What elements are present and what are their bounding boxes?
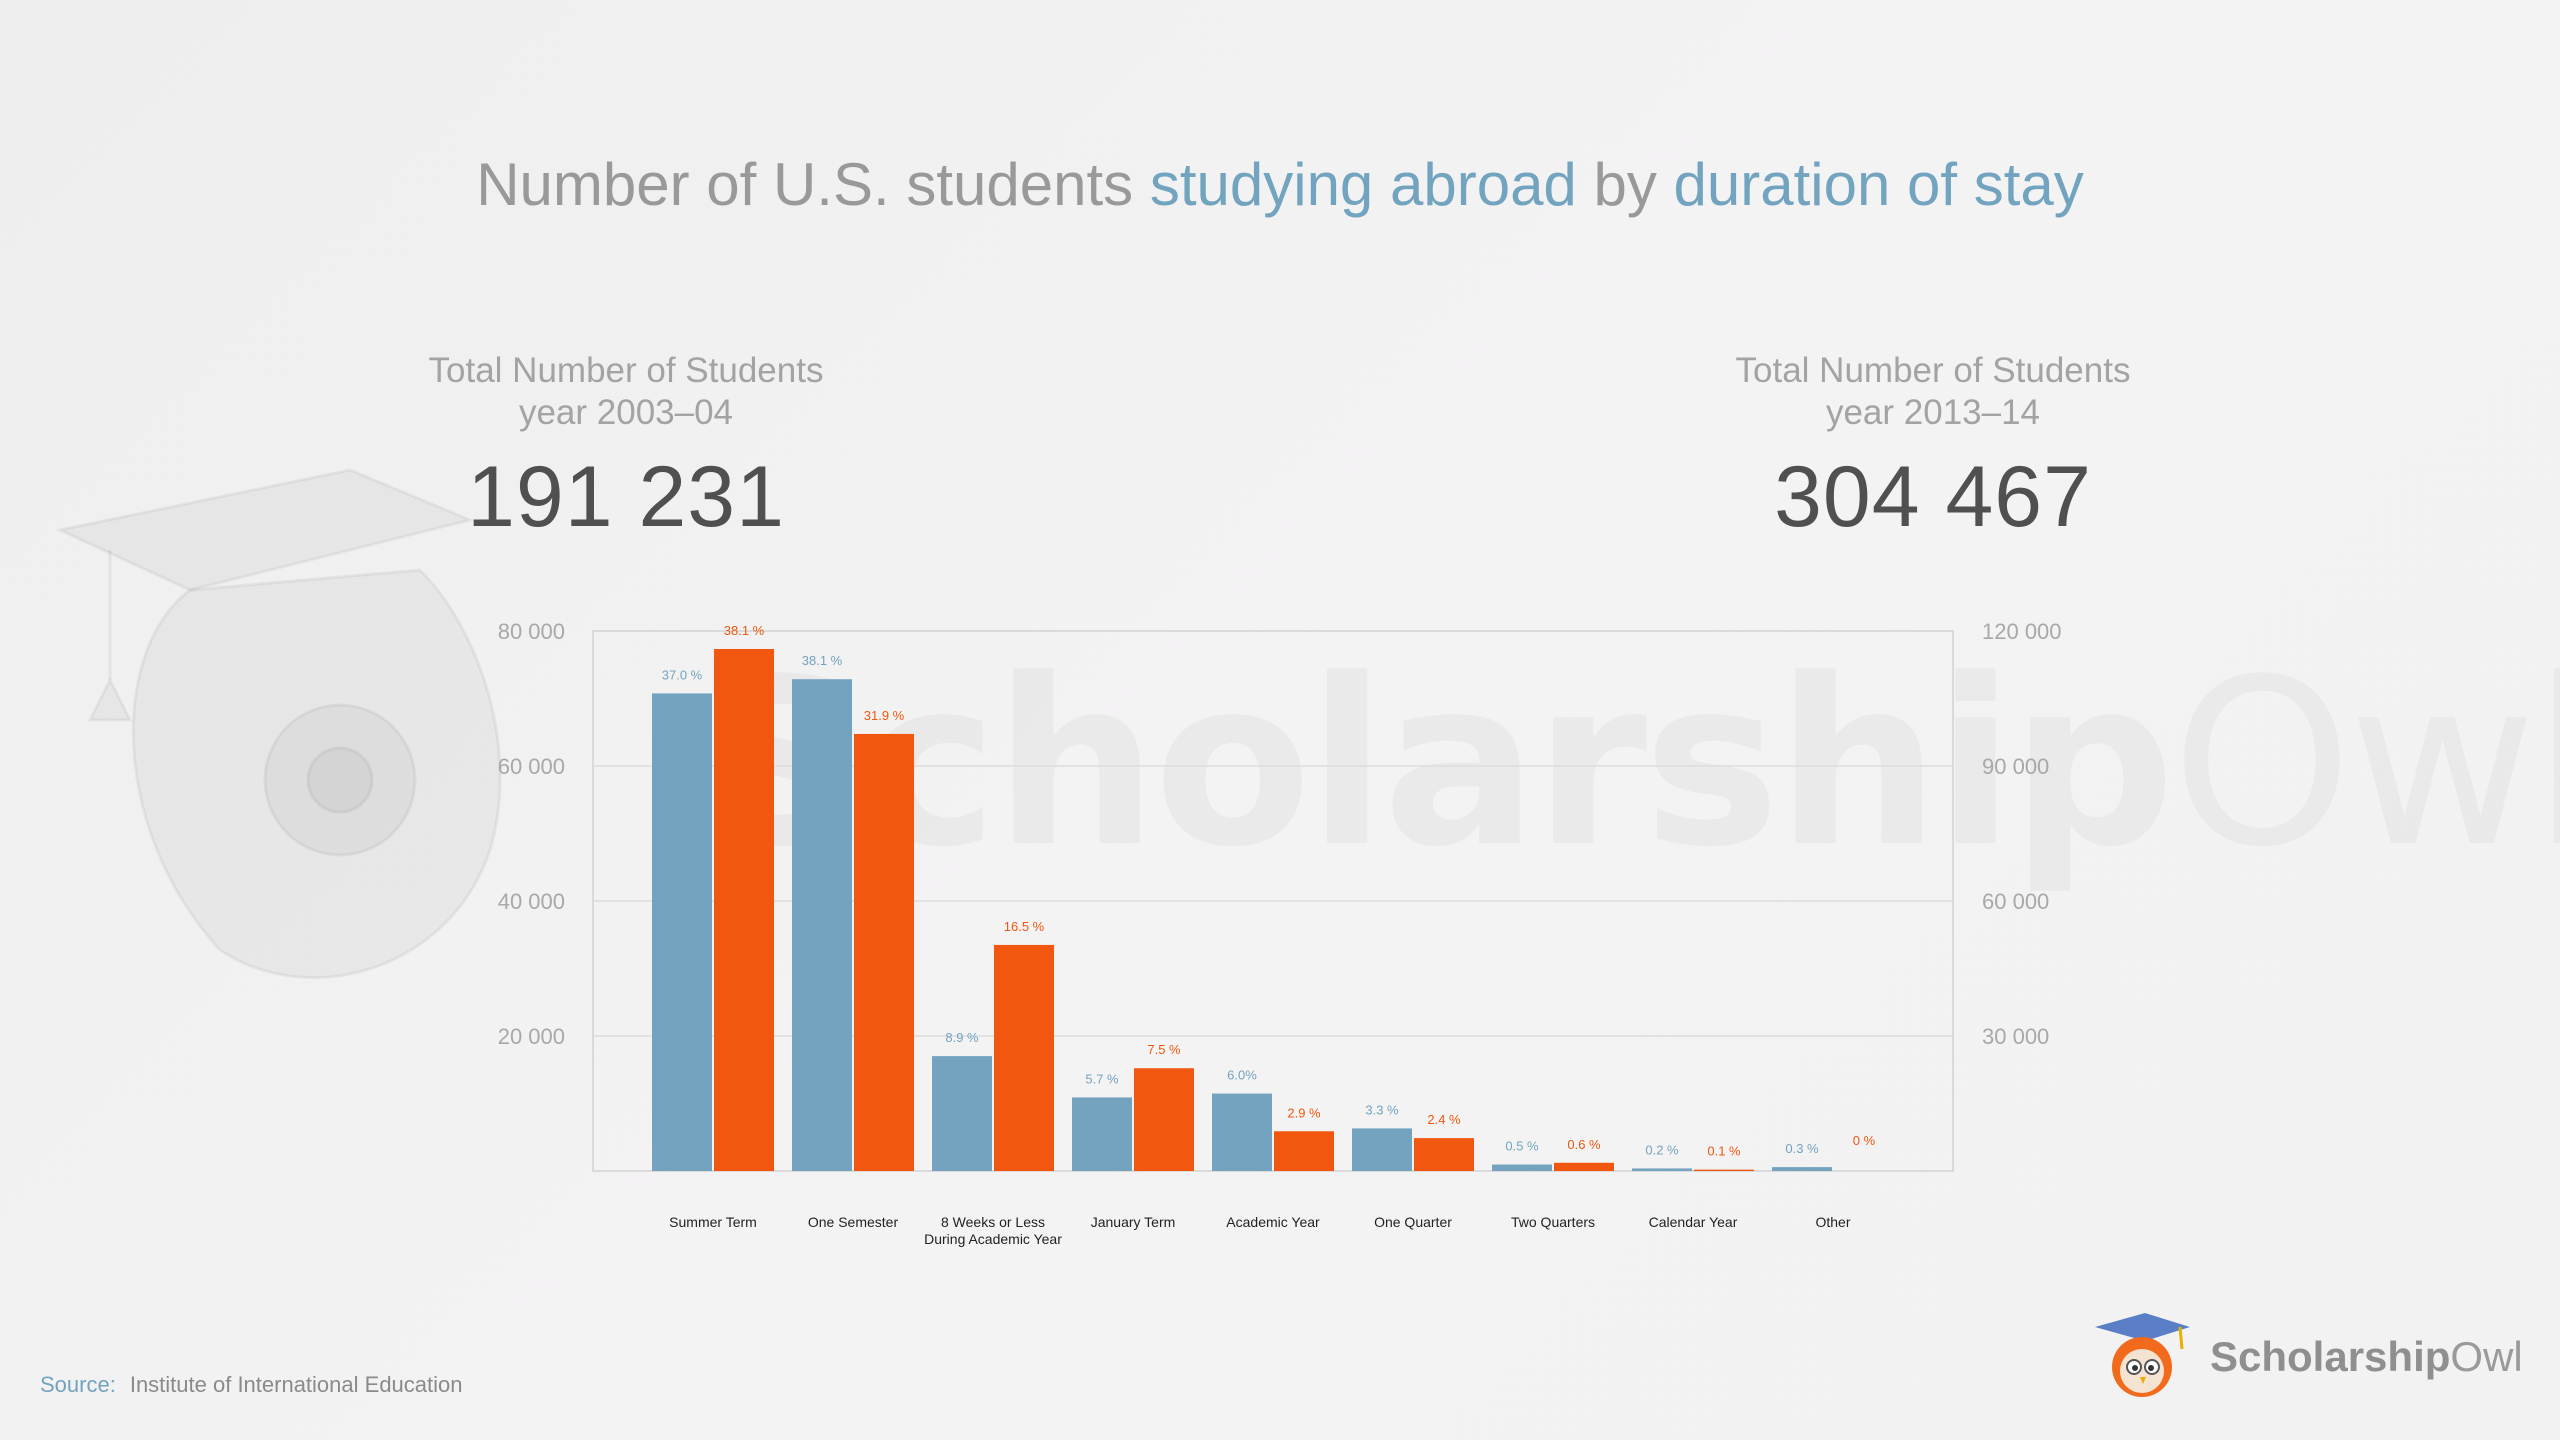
category-label-line: 8 Weeks or Less — [941, 1214, 1045, 1230]
total-2003-label-2: year 2003–04 — [518, 393, 734, 432]
data-label-2003: 38.1 % — [802, 653, 843, 668]
y-left-tick-label: 20 000 — [498, 1024, 565, 1049]
bar-2003 — [1072, 1097, 1132, 1171]
y-left-tick-label: 40 000 — [498, 889, 565, 914]
category-label: Other — [1815, 1214, 1850, 1230]
data-label-2013: 0.6 % — [1567, 1137, 1601, 1152]
total-2013-label-1: Total Number of Students — [1735, 351, 2131, 390]
category-label-line: During Academic Year — [924, 1231, 1062, 1247]
bar-2013 — [1694, 1169, 1754, 1171]
total-2013: Total Number of Students year 2013–14 30… — [1633, 350, 2233, 547]
brand-light: Owl — [2450, 1333, 2523, 1380]
data-label-2003: 3.3 % — [1365, 1102, 1399, 1117]
title-part-3: by — [1576, 151, 1674, 218]
bar-2003 — [652, 693, 712, 1171]
data-label-2013: 2.4 % — [1427, 1112, 1461, 1127]
data-label-2013: 0 % — [1853, 1133, 1876, 1148]
y-left-tick-label: 80 000 — [498, 619, 565, 644]
total-2003-value: 191 231 — [467, 449, 785, 545]
bar-2003 — [1352, 1128, 1412, 1171]
category-label: January Term — [1091, 1214, 1176, 1230]
category-label: Calendar Year — [1649, 1214, 1738, 1230]
owl-watermark-icon — [55, 468, 502, 980]
data-label-2003: 0.2 % — [1645, 1142, 1679, 1157]
y-right-tick-label: 120 000 — [1982, 619, 2062, 644]
data-label-2013: 2.9 % — [1287, 1105, 1321, 1120]
bar-2003 — [1772, 1167, 1832, 1171]
bar-2013 — [714, 648, 774, 1171]
category-label-line: One Semester — [808, 1214, 899, 1230]
bar-2003 — [1492, 1164, 1552, 1171]
category-label-line: Two Quarters — [1511, 1214, 1595, 1230]
source-note: Source: Institute of International Educat… — [40, 1372, 463, 1398]
category-label: Academic Year — [1226, 1214, 1320, 1230]
brand-name: ScholarshipOwl — [2210, 1333, 2523, 1381]
source-text: Institute of International Education — [129, 1372, 463, 1397]
title-part-4: duration of stay — [1673, 151, 2084, 218]
bar-2013 — [1414, 1138, 1474, 1171]
data-label-2003: 8.9 % — [945, 1030, 979, 1045]
category-label-line: One Quarter — [1374, 1214, 1452, 1230]
category-label: One Semester — [808, 1214, 899, 1230]
category-label-line: Academic Year — [1226, 1214, 1320, 1230]
category-label-line: January Term — [1091, 1214, 1176, 1230]
data-label-2003: 5.7 % — [1085, 1071, 1119, 1086]
bar-2013 — [854, 733, 914, 1171]
bar-2003 — [792, 679, 852, 1171]
y-left-tick-label: 60 000 — [498, 754, 565, 779]
data-label-2003: 0.5 % — [1505, 1139, 1539, 1154]
data-label-2013: 0.1 % — [1707, 1144, 1741, 1159]
y-right-tick-label: 60 000 — [1982, 889, 2049, 914]
owl-logo-icon — [2095, 1313, 2190, 1397]
data-label-2003: 0.3 % — [1785, 1141, 1819, 1156]
y-right-tick-label: 90 000 — [1982, 754, 2049, 779]
brand-bold: Scholarship — [2210, 1333, 2451, 1380]
category-label-line: Other — [1815, 1214, 1850, 1230]
category-label-line: Summer Term — [669, 1214, 757, 1230]
bar-2003 — [932, 1056, 992, 1171]
category-label: Summer Term — [669, 1214, 757, 1230]
bar-2013 — [1274, 1131, 1334, 1171]
title-part-1: Number of U.S. students — [476, 151, 1150, 218]
total-2003: Total Number of Students year 2003–04 19… — [326, 350, 926, 547]
page-title: Number of U.S. students studying abroad … — [0, 150, 2560, 219]
brand-logo: ScholarshipOwl — [2090, 1305, 2530, 1405]
source-label: Source: — [40, 1372, 116, 1397]
total-2013-value: 304 467 — [1774, 449, 2092, 545]
data-label-2013: 38.1 % — [724, 623, 765, 638]
bar-2013 — [994, 944, 1054, 1171]
data-label-2003: 37.0 % — [662, 667, 703, 682]
category-label: One Quarter — [1374, 1214, 1452, 1230]
title-part-2: studying abroad — [1149, 151, 1577, 218]
data-label-2013: 16.5 % — [1004, 919, 1045, 934]
bar-2013 — [1554, 1162, 1614, 1171]
data-label-2003: 6.0% — [1227, 1068, 1257, 1083]
category-label: Two Quarters — [1511, 1214, 1595, 1230]
category-label-line: Calendar Year — [1649, 1214, 1738, 1230]
total-2013-label-2: year 2013–14 — [1825, 393, 2041, 432]
data-label-2013: 31.9 % — [864, 708, 905, 723]
bar-2003 — [1632, 1168, 1692, 1171]
plot-frame — [592, 630, 1954, 1172]
bar-2013 — [1134, 1068, 1194, 1171]
category-label: 8 Weeks or Less During Academic Year — [924, 1214, 1062, 1247]
y-right-tick-label: 30 000 — [1982, 1024, 2049, 1049]
data-label-2013: 7.5 % — [1147, 1042, 1181, 1057]
total-2003-label-1: Total Number of Students — [428, 351, 824, 390]
bar-2003 — [1212, 1093, 1272, 1171]
